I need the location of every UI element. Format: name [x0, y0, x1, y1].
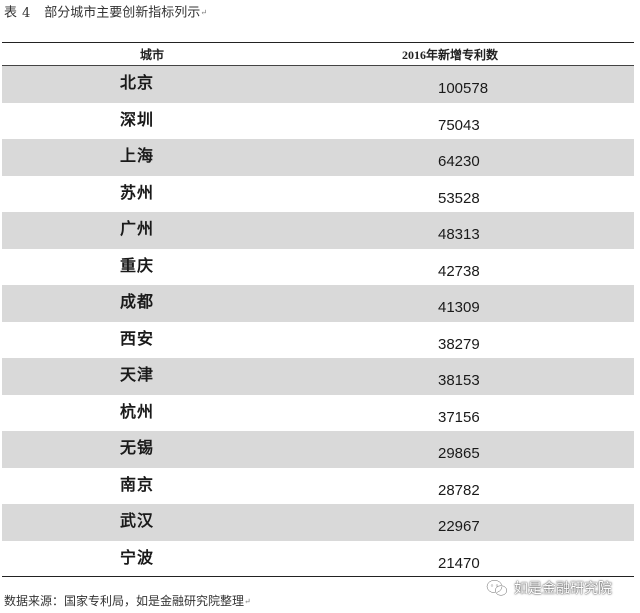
table-row: 北京 100578	[2, 66, 634, 103]
table-row: 广州 48313	[2, 212, 634, 249]
table-row: 南京 28782	[2, 468, 634, 505]
caption-label: 表	[4, 5, 18, 21]
patent-count-cell: 38279	[438, 335, 480, 353]
paragraph-mark-icon: ↵	[200, 8, 208, 17]
patent-count-cell: 38153	[438, 372, 480, 389]
city-cell: 广州	[120, 219, 155, 238]
watermark: 如是金融研究院	[486, 578, 612, 598]
city-cell: 重庆	[120, 255, 155, 275]
table-row: 无锡 29865	[2, 431, 634, 468]
header-city: 城市	[139, 47, 164, 62]
table-row: 天津 38153	[2, 358, 634, 395]
city-cell: 天津	[120, 365, 155, 384]
wechat-icon	[486, 579, 508, 597]
patent-count-cell: 53528	[438, 189, 480, 207]
city-cell: 苏州	[120, 182, 155, 202]
city-cell: 深圳	[120, 109, 155, 129]
patent-count-cell: 37156	[438, 408, 480, 426]
city-cell: 武汉	[120, 511, 155, 530]
watermark-text: 如是金融研究院	[514, 581, 612, 597]
table-row: 西安 38279	[2, 322, 634, 359]
table-row: 杭州 37156	[2, 395, 634, 432]
caption-number: 4	[22, 5, 31, 21]
caption-title: 部分城市主要创新指标列示	[44, 5, 201, 21]
patent-count-cell: 64230	[438, 153, 480, 170]
city-cell: 无锡	[120, 438, 155, 457]
patent-count-cell: 48313	[438, 226, 480, 243]
paragraph-mark-icon: ↵	[244, 597, 251, 606]
table-row: 成都 41309	[2, 285, 634, 322]
city-cell: 北京	[120, 73, 155, 92]
table-caption: 表 4 部分城市主要创新指标列示↵	[4, 2, 640, 24]
patent-count-cell: 75043	[438, 116, 480, 134]
table-bottom-rule	[2, 576, 634, 577]
city-cell: 南京	[120, 474, 155, 494]
table-row: 苏州 53528	[2, 176, 634, 213]
source-text: 数据来源：国家专利局，如是金融研究院整理	[4, 594, 245, 608]
patent-table: 城市 2016年新增专利数 北京 100578 深圳 75043 上海 64230 苏州 53…	[2, 42, 634, 577]
patent-count-cell: 29865	[438, 445, 480, 462]
table-row: 武汉 22967	[2, 504, 634, 541]
header-patents: 2016年新增专利数	[401, 47, 498, 62]
patent-count-cell: 21470	[438, 554, 480, 572]
city-cell: 西安	[120, 328, 155, 348]
source-note: 数据来源：国家专利局，如是金融研究院整理↵	[4, 592, 251, 609]
city-cell: 宁波	[120, 547, 155, 567]
patent-count-cell: 41309	[438, 299, 480, 316]
table-row: 深圳 75043	[2, 103, 634, 140]
table-header-row: 城市 2016年新增专利数	[2, 43, 634, 66]
patent-count-cell: 28782	[438, 481, 480, 499]
city-cell: 上海	[120, 146, 155, 165]
table-row: 上海 64230	[2, 139, 634, 176]
city-cell: 成都	[120, 292, 155, 311]
patent-count-cell: 22967	[438, 518, 480, 535]
city-cell: 杭州	[120, 401, 155, 421]
table-row: 宁波 21470	[2, 541, 634, 578]
patent-count-cell: 100578	[438, 80, 489, 97]
patent-count-cell: 42738	[438, 262, 480, 280]
table-body: 北京 100578 深圳 75043 上海 64230 苏州 53528 广州 48313 重庆 42…	[2, 66, 634, 577]
table-row: 重庆 42738	[2, 249, 634, 286]
